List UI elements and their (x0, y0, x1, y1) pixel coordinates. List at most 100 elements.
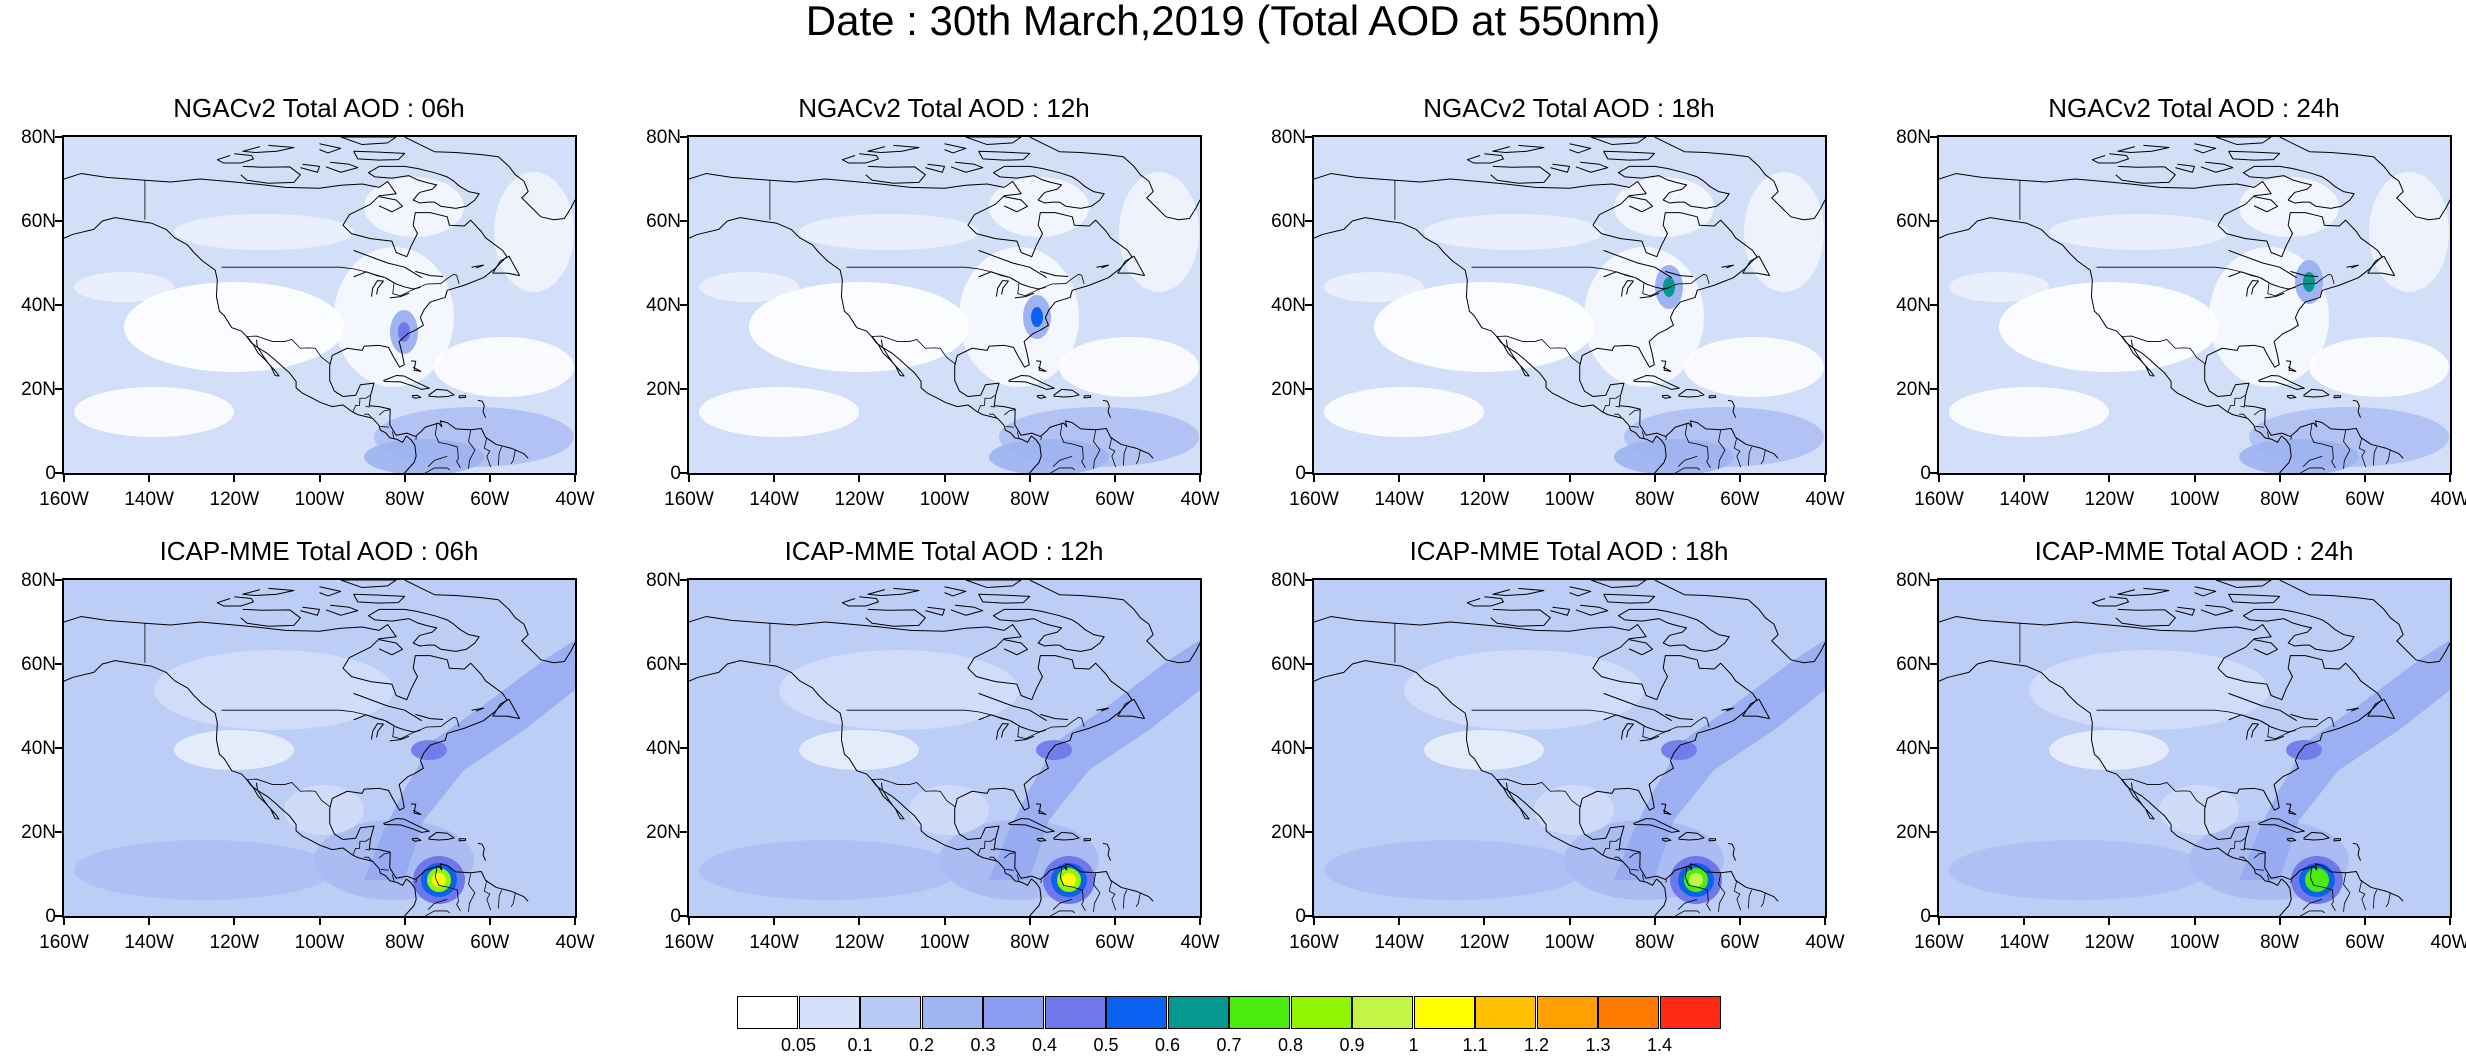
country-border (1108, 880, 1117, 911)
coastline (1053, 831, 1080, 841)
country-border (2096, 709, 2335, 740)
latitude-tick-mark (55, 472, 62, 474)
coastline (1628, 639, 1654, 656)
longitude-tick-mark (1653, 918, 1656, 925)
colorbar-swatch (1659, 996, 1721, 1029)
latitude-tick-mark (1930, 220, 1937, 222)
latitude-tick-mark (1305, 472, 1312, 474)
coastline (2290, 270, 2319, 277)
latitude-tick-label: 20N (1271, 379, 1306, 400)
longitude-tick-mark (943, 918, 946, 925)
map-panel (687, 578, 1202, 918)
coastline (689, 173, 1154, 459)
coastline (2264, 292, 2285, 299)
country-border (497, 446, 503, 466)
longitude-tick-label: 40W (555, 932, 595, 953)
latitude-tick-label: 40N (1271, 738, 1306, 759)
latitude-tick-label: 60N (1896, 211, 1931, 232)
latitude-tick-label: 60N (646, 211, 681, 232)
latitude-tick-label: 20N (21, 379, 56, 400)
country-border (1628, 852, 1641, 859)
coastline (2264, 735, 2285, 742)
country-border (221, 709, 460, 740)
country-border (846, 266, 1085, 297)
longitude-tick-mark (2278, 475, 2281, 482)
longitude-tick-mark (688, 475, 690, 482)
coastline (1496, 336, 1530, 377)
coastline (2352, 399, 2362, 418)
country-border (1496, 335, 1581, 365)
latitude-tick-label: 40N (646, 738, 681, 759)
longitude-tick-label: 100W (919, 489, 970, 510)
aod-field-patch (2159, 785, 2239, 835)
longitude-tick-label: 60W (1720, 489, 1760, 510)
coastline (1314, 173, 1779, 459)
colorbar-label: 0.1 (847, 1035, 873, 1055)
country-border (1614, 856, 1622, 861)
latitude-tick-label: 20N (21, 822, 56, 843)
coastline (64, 217, 417, 473)
latitude-tick-mark (680, 472, 687, 474)
coastline (1550, 163, 1570, 173)
longitude-tick-mark (2023, 918, 2026, 925)
longitude-tick-mark (773, 918, 776, 925)
coastline (1029, 137, 1200, 221)
coastline (950, 161, 984, 173)
country-border (2253, 409, 2266, 416)
aod-field-patch (1424, 730, 1544, 770)
country-border (1122, 889, 1128, 909)
coastline (242, 144, 295, 154)
latitude-tick-label: 60N (1896, 654, 1931, 675)
coastline (2115, 608, 2176, 627)
country-border (846, 709, 1085, 740)
latitude-tick-mark (55, 579, 62, 581)
coastline (428, 388, 455, 398)
coastline (1053, 388, 1080, 398)
longitude-tick-mark (63, 475, 65, 482)
longitude-tick-label: 120W (209, 489, 260, 510)
coastline (1040, 270, 1069, 277)
country-border (415, 436, 417, 440)
aod-field-patch (1062, 873, 1076, 887)
coastline (1590, 580, 1647, 589)
latitude-tick-mark (1305, 136, 1312, 138)
longitude-tick-label: 40W (2430, 489, 2466, 510)
longitude-tick-label: 60W (1720, 932, 1760, 953)
aod-map (689, 580, 1200, 916)
panel-title: ICAP-MME Total AOD : 24h (2034, 536, 2354, 566)
country-border (1733, 437, 1742, 468)
coastline (415, 713, 444, 720)
latitude-tick-label: 80N (21, 127, 56, 148)
country-border (2358, 437, 2367, 468)
coastline (340, 137, 397, 146)
country-border (1052, 455, 1073, 467)
coastline (1939, 660, 2292, 916)
colorbar-swatch (1413, 996, 1475, 1029)
coastline (340, 580, 397, 589)
country-border (510, 449, 516, 464)
aod-field-patch (989, 177, 1089, 237)
aod-field-patch (1949, 387, 2109, 437)
latitude-tick-label: 80N (646, 127, 681, 148)
longitude-tick-label: 140W (1999, 932, 2049, 953)
coastline (389, 735, 410, 742)
longitude-tick-mark (318, 475, 321, 482)
longitude-tick-label: 160W (1289, 932, 1339, 953)
country-border (391, 874, 395, 882)
longitude-tick-mark (1568, 475, 1571, 482)
latitude-tick-mark (680, 136, 687, 138)
coastline (1314, 660, 1667, 916)
aod-field-patch (799, 730, 919, 770)
aod-field-patch (2239, 439, 2359, 473)
coastline (383, 375, 430, 390)
country-border (2290, 879, 2292, 883)
coastline (353, 593, 406, 604)
coastline (2115, 165, 2176, 184)
country-border (989, 856, 997, 861)
latitude-tick-mark (1305, 747, 1312, 749)
coastline (2200, 161, 2234, 173)
longitude-tick-mark (1824, 475, 1826, 482)
longitude-tick-label: 60W (470, 489, 510, 510)
latitude-tick-mark (55, 388, 62, 390)
map-panel (62, 135, 577, 475)
